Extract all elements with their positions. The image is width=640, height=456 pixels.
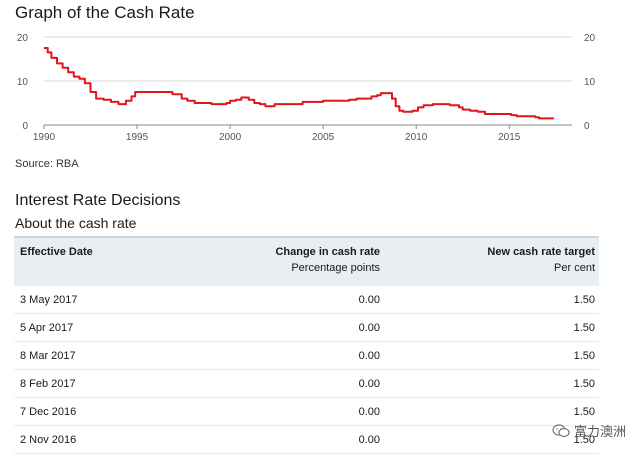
table-row: 5 Apr 2017 0.00 1.50 bbox=[14, 313, 599, 342]
cell-change: 0.00 bbox=[204, 425, 384, 454]
column-header-change: Change in cash rate Percentage points bbox=[204, 237, 384, 286]
table-row: 2 Nov 2016 0.00 1.50 bbox=[14, 425, 599, 454]
cell-change: 0.00 bbox=[204, 313, 384, 342]
cell-date: 3 May 2017 bbox=[14, 286, 204, 314]
watermark: 富力澳洲 bbox=[552, 421, 626, 440]
cell-date: 7 Dec 2016 bbox=[14, 397, 204, 426]
column-header-date: Effective Date bbox=[20, 246, 93, 258]
y-tick-label-left: 10 bbox=[17, 77, 29, 88]
x-tick-label: 1995 bbox=[126, 132, 149, 143]
y-tick-label-left: 20 bbox=[17, 33, 29, 44]
y-tick-label-right: 10 bbox=[584, 77, 596, 88]
table-header-row: Effective Date Change in cash rate Perce… bbox=[14, 237, 599, 286]
cell-change: 0.00 bbox=[204, 397, 384, 426]
cell-target: 1.50 bbox=[384, 397, 599, 426]
x-tick-label: 2005 bbox=[312, 132, 335, 143]
table-row: 8 Feb 2017 0.00 1.50 bbox=[14, 369, 599, 398]
chart-source: Source: RBA bbox=[15, 158, 79, 170]
y-tick-label-right: 20 bbox=[584, 33, 596, 44]
cell-date: 8 Feb 2017 bbox=[14, 369, 204, 398]
cell-change: 0.00 bbox=[204, 341, 384, 370]
cell-target: 1.50 bbox=[384, 341, 599, 370]
y-tick-label-left: 0 bbox=[22, 121, 28, 132]
cell-target: 1.50 bbox=[384, 286, 599, 314]
cash-rate-chart: 0 0 10 10 20 20 1990 1995 2000 2005 2010 2015 bbox=[17, 33, 596, 143]
cell-date: 2 Nov 2016 bbox=[14, 425, 204, 454]
y-tick-label-right: 0 bbox=[584, 121, 590, 132]
section-title: Interest Rate Decisions bbox=[15, 192, 181, 209]
table-row: 3 May 2017 0.00 1.50 bbox=[14, 286, 599, 314]
x-tick-label: 2015 bbox=[498, 132, 521, 143]
cell-change: 0.00 bbox=[204, 286, 384, 314]
cash-rate-series-line bbox=[44, 47, 554, 120]
column-header-target: New cash rate target Per cent bbox=[384, 237, 599, 286]
column-unit-target: Per cent bbox=[554, 262, 595, 274]
cell-date: 5 Apr 2017 bbox=[14, 313, 204, 342]
table-row: 8 Mar 2017 0.00 1.50 bbox=[14, 341, 599, 370]
watermark-text: 富力澳洲 bbox=[573, 424, 626, 439]
x-tick-label: 2010 bbox=[405, 132, 428, 143]
cell-target: 1.50 bbox=[384, 313, 599, 342]
cell-change: 0.00 bbox=[204, 369, 384, 398]
subsection-title: About the cash rate bbox=[15, 215, 137, 231]
wechat-icon bbox=[552, 423, 570, 437]
cell-target: 1.50 bbox=[384, 369, 599, 398]
cell-date: 8 Mar 2017 bbox=[14, 341, 204, 370]
interest-rate-table: Effective Date Change in cash rate Perce… bbox=[14, 236, 599, 454]
x-tick-label: 1990 bbox=[33, 132, 56, 143]
chart-title: Graph of the Cash Rate bbox=[15, 3, 195, 22]
table-row: 7 Dec 2016 0.00 1.50 bbox=[14, 397, 599, 426]
x-tick-label: 2000 bbox=[219, 132, 242, 143]
column-unit-change: Percentage points bbox=[291, 262, 380, 274]
